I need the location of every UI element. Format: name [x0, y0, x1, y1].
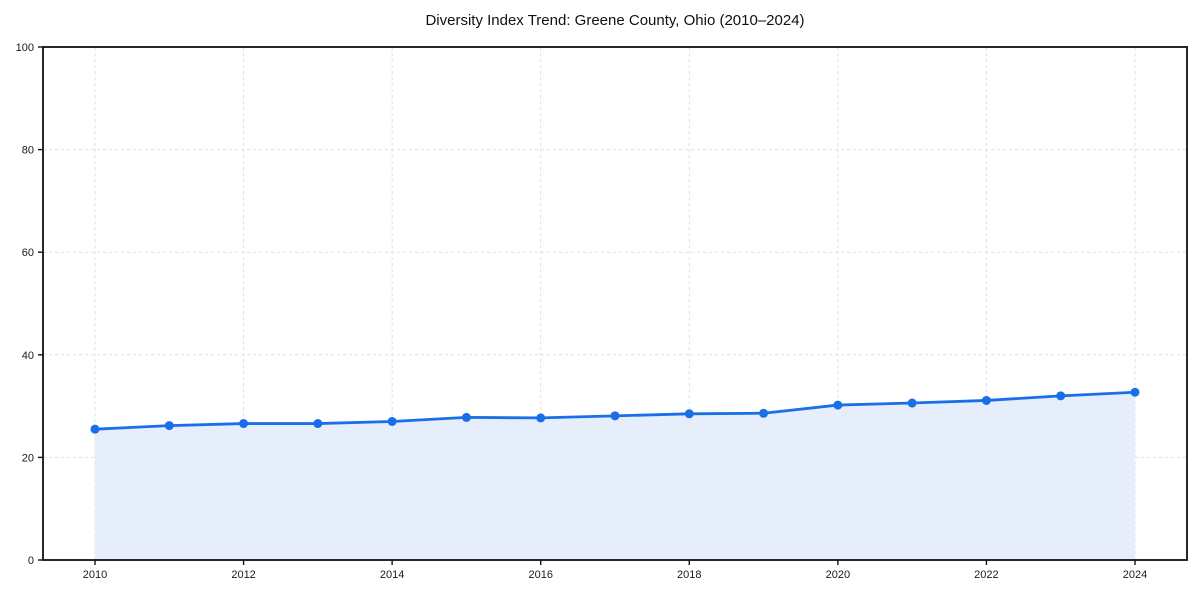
data-point-2010: [90, 424, 100, 434]
x-tick-label: 2024: [1123, 569, 1147, 581]
x-tick-label: 2018: [677, 569, 701, 581]
y-tick-label: 0: [28, 555, 34, 567]
data-point-2020: [833, 400, 843, 410]
y-tick-label: 100: [16, 42, 34, 54]
data-point-2015: [461, 412, 471, 422]
plot-border: [42, 46, 1188, 561]
data-point-2023: [1056, 391, 1066, 401]
x-tick-label: 2014: [380, 569, 404, 581]
y-tick-label: 20: [22, 452, 34, 464]
y-tick-label: 60: [22, 247, 34, 259]
y-tick-label: 40: [22, 350, 34, 362]
x-tick-label: 2010: [83, 569, 107, 581]
data-point-2019: [759, 408, 769, 418]
data-point-2017: [610, 411, 620, 421]
chart-title: Diversity Index Trend: Greene County, Oh…: [425, 12, 805, 29]
data-point-2016: [536, 413, 546, 423]
data-point-2018: [684, 409, 694, 419]
area-fill: [95, 392, 1135, 560]
data-point-2011: [164, 421, 174, 431]
data-point-2013: [313, 419, 323, 429]
x-tick-label: 2016: [528, 569, 552, 581]
data-point-2012: [239, 419, 249, 429]
data-point-2014: [387, 416, 397, 426]
x-tick-label: 2012: [231, 569, 255, 581]
x-tick-label: 2022: [974, 569, 998, 581]
data-point-2021: [907, 398, 917, 408]
data-point-2022: [981, 395, 991, 405]
y-tick-label: 80: [22, 145, 34, 157]
data-point-2024: [1130, 387, 1140, 397]
x-tick-label: 2020: [826, 569, 850, 581]
